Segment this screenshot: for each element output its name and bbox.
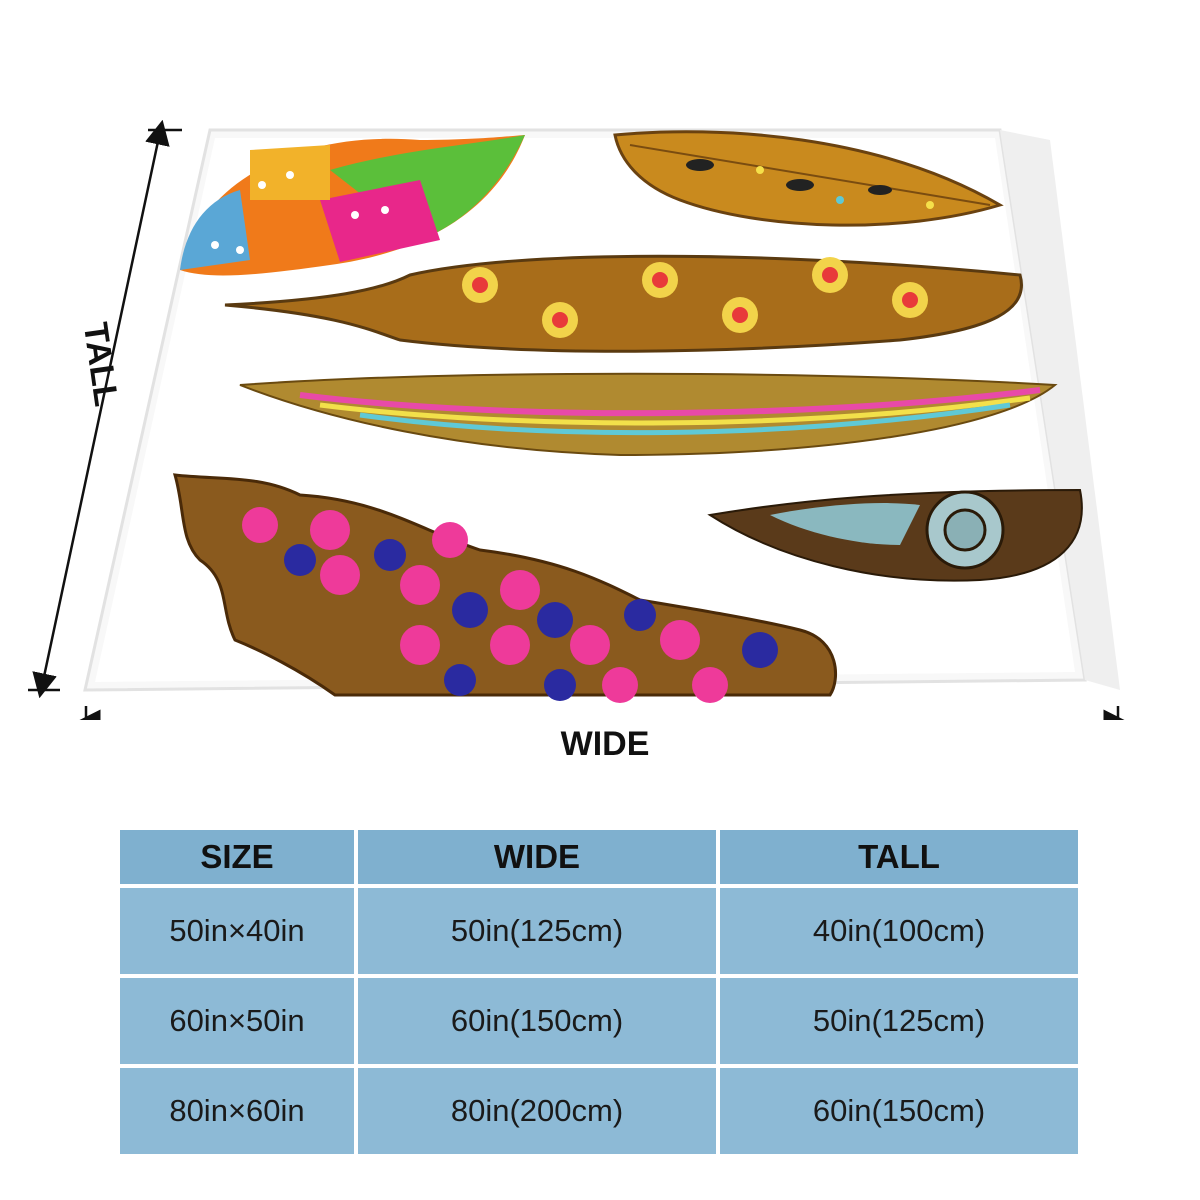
golden-leaf — [613, 130, 1004, 227]
table-cell-tall: 60in(150cm) — [720, 1068, 1078, 1154]
table-cell-size: 60in×50in — [120, 978, 354, 1064]
wide-label: WIDE — [560, 725, 650, 763]
blanket-image — [28, 119, 1129, 720]
tall-arrow — [32, 119, 170, 699]
oak-leaf — [172, 473, 837, 703]
table-cell-wide: 60in(150cm) — [358, 978, 716, 1064]
table-cell-wide: 50in(125cm) — [358, 888, 716, 974]
table-cell-tall: 50in(125cm) — [720, 978, 1078, 1064]
header-size: SIZE — [120, 830, 354, 884]
rainbow-leaf — [180, 135, 525, 276]
swirl-leaf — [707, 488, 1083, 582]
table-cell-size: 50in×40in — [120, 888, 354, 974]
table-cell-size: 80in×60in — [120, 1068, 354, 1154]
circles-leaf — [224, 254, 1023, 353]
table-cell-wide: 80in(200cm) — [358, 1068, 716, 1154]
header-wide: WIDE — [358, 830, 716, 884]
striped-leaf — [239, 372, 1058, 457]
size-table: SIZE WIDE TALL 50in×40in 50in(125cm) 40i… — [120, 830, 1086, 1160]
header-tall: TALL — [720, 830, 1078, 884]
table-cell-tall: 40in(100cm) — [720, 888, 1078, 974]
